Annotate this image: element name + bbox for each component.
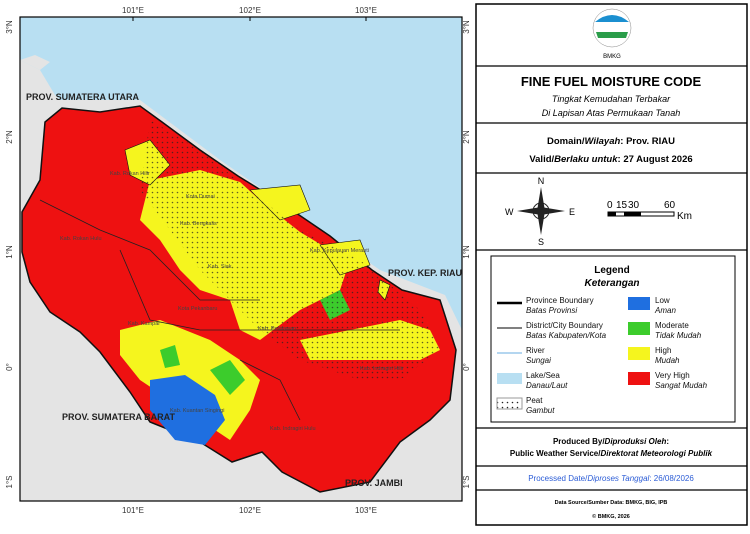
- legend-label: Sungai: [526, 356, 551, 365]
- place-label: Kab. Indragiri Hulu: [270, 426, 316, 432]
- processed-date: Processed Date/Diproses Tanggal: 26/08/2…: [528, 474, 694, 483]
- grid-label: 103°E: [355, 6, 377, 15]
- legend-symbol: [497, 373, 522, 384]
- legend-label: Aman: [654, 306, 676, 315]
- producer: Public Weather Service/Direktorat Meteor…: [510, 449, 713, 458]
- legend-label: District/City Boundary: [526, 321, 603, 330]
- place-label: PROV. SUMATERA BARAT: [62, 412, 176, 422]
- subtitle: Tingkat Kemudahan Terbakar: [552, 94, 671, 104]
- legend-label: Mudah: [655, 356, 680, 365]
- svg-text:Km: Km: [677, 211, 692, 222]
- compass: N S E W: [505, 176, 575, 247]
- legend-label: Very High: [655, 371, 690, 380]
- svg-text:N: N: [538, 176, 545, 186]
- grid-label: 103°E: [355, 506, 377, 515]
- legend-label: Sangat Mudah: [655, 381, 708, 390]
- grid-label: 1°N: [5, 245, 14, 259]
- grid-label: 102°E: [239, 6, 261, 15]
- legend-label: River: [526, 346, 545, 355]
- domain: Domain/Wilayah: Prov. RIAU: [547, 136, 675, 147]
- legend-subtitle: Keterangan: [584, 278, 639, 289]
- grid-label: 0°: [5, 363, 14, 371]
- place-label: Kab. Indragiri Hilir: [360, 366, 404, 372]
- place-label: Kab. Kepulauan Meranti: [310, 248, 369, 254]
- place-label: Kota Pekanbaru: [178, 306, 217, 312]
- grid-label: 1°S: [462, 476, 471, 489]
- place-label: Kab. Kampar: [128, 321, 160, 327]
- grid-label: 3°N: [5, 20, 14, 34]
- svg-text:0: 0: [607, 200, 613, 211]
- legend-swatch: [628, 372, 650, 385]
- place-label: Kab. Rokan Hilir: [110, 171, 150, 177]
- produced-by: Produced By/Diproduksi Oleh:: [553, 437, 669, 446]
- svg-text:30: 30: [628, 200, 640, 211]
- grid-label: 0°: [462, 363, 471, 371]
- logo-text: BMKG: [603, 54, 621, 60]
- grid-label: 2°N: [462, 130, 471, 144]
- legend-label: Lake/Sea: [526, 371, 560, 380]
- legend-label: Batas Kabupaten/Kota: [526, 331, 607, 340]
- svg-text:W: W: [505, 207, 514, 217]
- place-label: Kab. Kuantan Singingi: [170, 408, 224, 414]
- legend-label: Province Boundary: [526, 296, 594, 305]
- subtitle: Di Lapisan Atas Permukaan Tanah: [542, 108, 680, 118]
- place-label: PROV. SUMATERA UTARA: [26, 92, 140, 102]
- legend-label: Low: [655, 296, 670, 305]
- grid-label: 2°N: [5, 130, 14, 144]
- place-label: Kab. Siak: [208, 264, 232, 270]
- place-label: PROV. KEP. RIAU: [388, 268, 462, 278]
- grid-label: 1°N: [462, 245, 471, 259]
- data-source: Data Source/Sumber Data: BMKG, BIG, IPB: [555, 500, 668, 506]
- grid-label: 101°E: [122, 6, 144, 15]
- place-label: Kab. Pelalawan: [258, 326, 296, 332]
- svg-text:E: E: [569, 207, 575, 217]
- legend-swatch: [628, 322, 650, 335]
- legend-label: Gambut: [526, 406, 555, 415]
- legend-swatch: [628, 297, 650, 310]
- legend-title: Legend: [594, 265, 630, 276]
- legend-swatch: [628, 347, 650, 360]
- legend-label: Tidak Mudah: [655, 331, 702, 340]
- grid-label: 102°E: [239, 506, 261, 515]
- place-label: Kota Dumai: [186, 194, 215, 200]
- grid-label: 3°N: [462, 20, 471, 34]
- legend-label: Batas Provinsi: [526, 306, 577, 315]
- place-label: PROV. JAMBI: [345, 478, 403, 488]
- legend-label: High: [655, 346, 671, 355]
- title: FINE FUEL MOISTURE CODE: [521, 74, 702, 89]
- legend-label: Peat: [526, 396, 543, 405]
- valid-date: Valid/Berlaku untuk: 27 August 2026: [529, 154, 692, 165]
- svg-text:S: S: [538, 237, 544, 247]
- legend-label: Danau/Laut: [526, 381, 568, 390]
- legend-label: Moderate: [655, 321, 689, 330]
- grid-label: 101°E: [122, 506, 144, 515]
- grid-label: 1°S: [5, 476, 14, 489]
- legend-symbol: [496, 397, 523, 410]
- place-label: Kab. Bengkalis: [180, 221, 217, 227]
- place-label: Kab. Rokan Hulu: [60, 236, 102, 242]
- svg-text:15: 15: [616, 200, 628, 211]
- svg-text:60: 60: [664, 200, 676, 211]
- copyright: © BMKG, 2026: [592, 513, 630, 520]
